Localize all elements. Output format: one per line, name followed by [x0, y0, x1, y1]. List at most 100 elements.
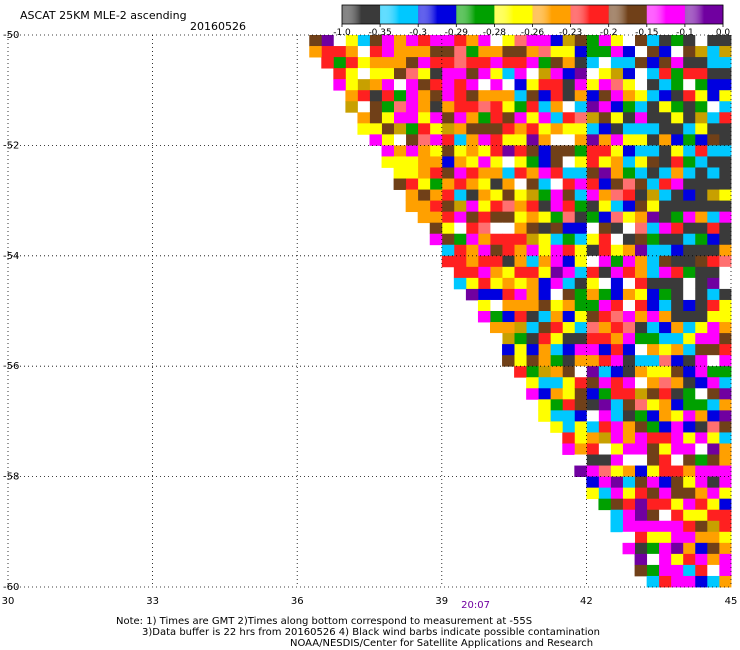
- data-cell: [550, 79, 563, 91]
- data-cell: [670, 167, 684, 179]
- data-cell: [658, 222, 672, 235]
- data-cell: [550, 421, 563, 433]
- data-cell: [682, 134, 696, 146]
- data-cell: [610, 79, 623, 91]
- data-cell: [453, 189, 467, 201]
- data-cell: [441, 211, 455, 224]
- y-tick-label: -58: [3, 472, 19, 483]
- data-cell: [514, 355, 527, 367]
- data-cell: [598, 355, 611, 367]
- data-cell: [634, 288, 648, 301]
- data-cell: [562, 443, 575, 455]
- data-cell: [646, 322, 660, 334]
- data-cell: [670, 575, 684, 588]
- data-cell: [586, 410, 599, 422]
- data-cell: [694, 277, 708, 290]
- colorbar-shade: [570, 5, 609, 24]
- data-cell: [622, 465, 635, 477]
- data-cell: [417, 145, 431, 157]
- data-cell: [502, 145, 515, 157]
- data-cell: [550, 222, 563, 235]
- data-cell: [550, 288, 563, 301]
- data-cell: [646, 432, 660, 444]
- data-cell: [429, 211, 443, 224]
- data-cell: [646, 443, 660, 455]
- data-cell: [490, 322, 503, 334]
- data-cell: [369, 134, 382, 146]
- data-cell: [441, 244, 455, 257]
- data-cell: [381, 90, 394, 102]
- data-cell: [562, 145, 575, 157]
- data-cell: [682, 211, 696, 224]
- data-cell: [477, 134, 491, 146]
- data-cell: [646, 145, 660, 157]
- data-cell: [634, 443, 648, 455]
- data-cell: [706, 531, 720, 544]
- data-cell: [718, 509, 732, 522]
- data-cell: [694, 542, 708, 555]
- data-cell: [538, 167, 551, 179]
- data-cell: [622, 35, 635, 47]
- data-cell: [526, 134, 539, 146]
- data-cell: [646, 255, 660, 268]
- data-cell: [490, 255, 503, 268]
- data-cell: [670, 509, 684, 522]
- data-cell: [586, 233, 599, 246]
- data-cell: [634, 553, 648, 566]
- data-cell: [718, 211, 732, 224]
- data-cell: [477, 189, 491, 201]
- data-cell: [550, 46, 563, 58]
- data-cell: [465, 156, 479, 168]
- data-cell: [694, 68, 708, 80]
- data-cell: [490, 222, 503, 235]
- colorbar: -1.0 -0.35 -0.3 -0.29 -0.28 -0.26 -0.23 -0.2 -0.…: [333, 4, 730, 38]
- chart-title: ASCAT 25KM MLE-2 ascending: [20, 9, 187, 22]
- data-cell: [514, 366, 527, 378]
- data-cell: [502, 134, 515, 146]
- data-cell: [502, 189, 515, 201]
- data-cell: [598, 112, 611, 124]
- data-cell: [465, 57, 479, 69]
- data-cell: [634, 255, 648, 268]
- data-cell: [718, 101, 732, 113]
- data-cell: [658, 79, 672, 91]
- data-cell: [646, 90, 660, 102]
- data-cell: [381, 68, 394, 80]
- data-cell: [477, 277, 491, 290]
- data-cell: [706, 35, 720, 47]
- data-cell: [393, 68, 407, 80]
- data-cell: [694, 432, 708, 444]
- data-cell: [658, 410, 672, 422]
- data-cell: [706, 200, 720, 213]
- data-cell: [562, 57, 575, 69]
- data-cell: [694, 520, 708, 533]
- data-cell: [490, 277, 503, 290]
- data-cell: [694, 189, 708, 201]
- data-cell: [490, 101, 503, 113]
- data-cell: [417, 156, 431, 168]
- data-cell: [562, 311, 575, 323]
- data-cell: [562, 167, 575, 179]
- data-cell: [694, 79, 708, 91]
- x-tick-label: 30: [2, 596, 15, 607]
- data-cell: [598, 421, 611, 433]
- data-cell: [658, 366, 672, 378]
- data-cell: [706, 68, 720, 80]
- data-cell: [718, 322, 732, 334]
- data-cell: [417, 134, 431, 146]
- data-cell: [718, 266, 732, 279]
- data-cell: [634, 277, 648, 290]
- data-cell: [670, 531, 684, 544]
- data-cell: [706, 288, 720, 301]
- data-cell: [682, 388, 696, 400]
- data-cell: [694, 134, 708, 146]
- data-cell: [586, 167, 599, 179]
- data-cell: [694, 377, 708, 389]
- data-cell: [622, 288, 635, 301]
- data-cell: [393, 46, 407, 58]
- data-cell: [441, 200, 455, 213]
- data-cell: [622, 222, 635, 235]
- data-cell: [658, 509, 672, 522]
- data-cell: [441, 46, 455, 58]
- data-cell: [682, 366, 696, 378]
